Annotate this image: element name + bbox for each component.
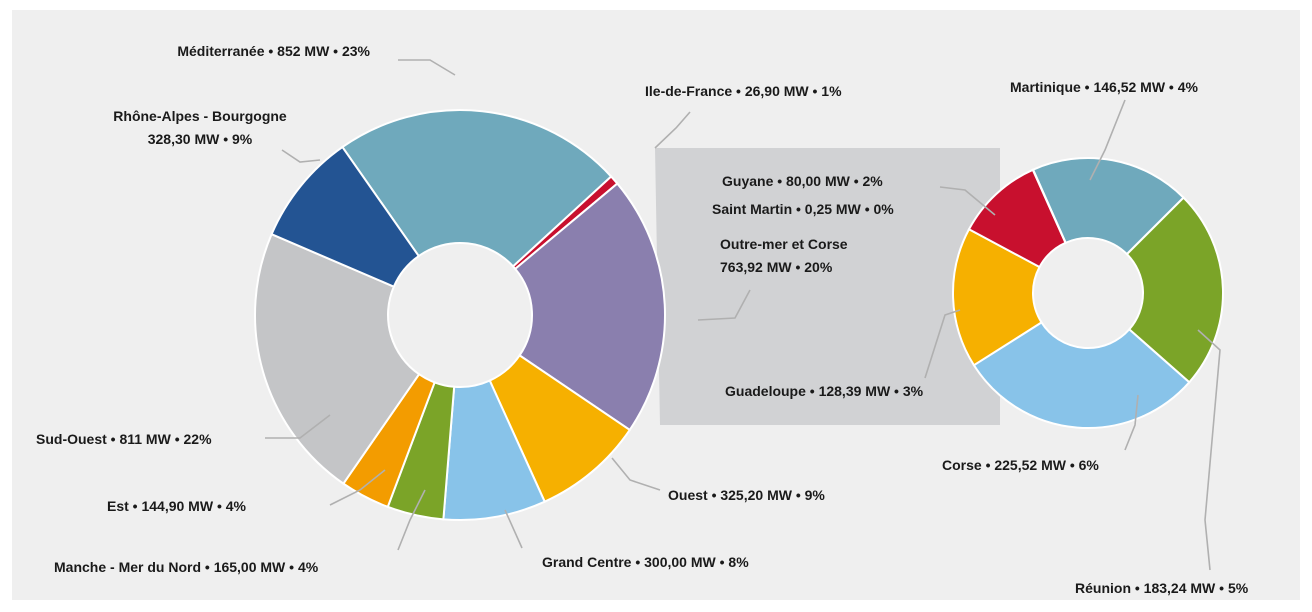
label-line: Corse • 225,52 MW • 6% [942,457,1099,473]
label-line: Saint Martin • 0,25 MW • 0% [712,201,894,217]
slice-label: Outre-mer et Corse 763,92 MW • 20% [720,236,848,275]
slice-label: Manche - Mer du Nord • 165,00 MW • 4% [54,559,319,575]
slice [1031,168,1067,245]
label-line: Ile-de-France • 26,90 MW • 1% [645,83,842,99]
label-line: Grand Centre • 300,00 MW • 8% [542,554,749,570]
label-line: 328,30 MW • 9% [148,131,253,147]
leader-line [397,489,426,551]
slice [1031,157,1185,256]
slice [1125,196,1224,384]
leader-line [398,59,456,76]
leader-line [1089,99,1126,181]
slice-label: Ile-de-France • 26,90 MW • 1% [645,83,842,99]
slice [341,109,613,268]
leader-line [654,111,691,149]
label-line: Rhône-Alpes - Bourgogne [113,108,287,124]
leader-line [1124,394,1139,451]
slice [972,321,1191,429]
slice [952,227,1043,367]
slice [513,182,666,432]
label-line: Réunion • 183,24 MW • 5% [1075,580,1249,596]
slice-label: Guyane • 80,00 MW • 2% [722,173,883,189]
slice-label: Ouest • 325,20 MW • 9% [668,487,825,503]
leader-line [265,414,331,439]
label-line: Guadeloupe • 128,39 MW • 3% [725,383,924,399]
slice-label: Grand Centre • 300,00 MW • 8% [542,554,749,570]
label-line: 763,92 MW • 20% [720,259,833,275]
label-line: Guyane • 80,00 MW • 2% [722,173,883,189]
breakout-band [655,148,1000,425]
slice-label: Guadeloupe • 128,39 MW • 3% [725,383,924,399]
slice-label: Méditerranée • 852 MW • 23% [177,43,370,59]
leader-line [281,149,321,163]
slice-label: Sud-Ouest • 811 MW • 22% [36,431,212,447]
label-line: Martinique • 146,52 MW • 4% [1010,79,1199,95]
slice-label: Corse • 225,52 MW • 6% [942,457,1099,473]
label-line: Sud-Ouest • 811 MW • 22% [36,431,212,447]
slice [254,232,421,486]
slice-label: Saint Martin • 0,25 MW • 0% [712,201,894,217]
label-line: Manche - Mer du Nord • 165,00 MW • 4% [54,559,319,575]
label-line: Méditerranée • 852 MW • 23% [177,43,370,59]
label-line: Ouest • 325,20 MW • 9% [668,487,825,503]
slice-label: Rhône-Alpes - Bourgogne 328,30 MW • 9% [113,108,287,147]
label-line: Outre-mer et Corse [720,236,848,252]
slice-label: Martinique • 146,52 MW • 4% [1010,79,1199,95]
slice-label: Est • 144,90 MW • 4% [107,498,247,514]
slice-label: Réunion • 183,24 MW • 5% [1075,580,1249,596]
label-line: Est • 144,90 MW • 4% [107,498,247,514]
leader-line [611,457,661,491]
leader-line [1197,329,1221,571]
leader-line [924,309,961,379]
leader-line [504,509,523,549]
slice [270,145,421,288]
leader-line [329,469,386,506]
leader-line [939,186,996,216]
leader-line [697,289,751,321]
